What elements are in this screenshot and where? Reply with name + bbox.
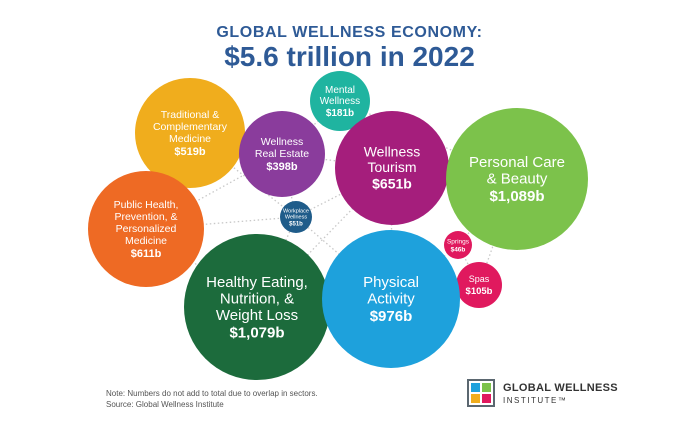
bubble-label: Activity bbox=[367, 291, 415, 308]
bubble-value: $51b bbox=[289, 222, 303, 228]
bubble-label: Personalized bbox=[116, 223, 177, 235]
bubble-label: Wellness bbox=[261, 136, 303, 148]
chart-source: Source: Global Wellness Institute bbox=[106, 400, 224, 409]
bubble-label: Wellness bbox=[364, 144, 421, 160]
sector-bubble: Healthy Eating,Nutrition, &Weight Loss$1… bbox=[184, 234, 330, 380]
bubble-value: $398b bbox=[266, 161, 297, 173]
sector-bubble: Spas $105b bbox=[456, 262, 502, 308]
bubble-circle bbox=[456, 262, 502, 308]
bubble-label: Traditional & bbox=[161, 109, 220, 121]
bubble-value: $519b bbox=[174, 146, 205, 158]
bubble-label: Wellness bbox=[285, 214, 307, 220]
bubble-label: Weight Loss bbox=[216, 307, 298, 324]
bubble-value: $1,089b bbox=[489, 188, 544, 205]
chart-title-line2: $5.6 trillion in 2022 bbox=[224, 41, 475, 72]
connector-line bbox=[189, 132, 297, 218]
bubble-label: Nutrition, & bbox=[220, 290, 294, 307]
bubble-circle bbox=[239, 111, 325, 197]
bubble-label: Complementary bbox=[153, 121, 228, 133]
bubble-label: Spas bbox=[469, 274, 490, 284]
bubble-value: $651b bbox=[372, 176, 412, 192]
bubble-value: $611b bbox=[131, 248, 162, 260]
bubble-label: Public Health, bbox=[114, 199, 179, 211]
bubble-circle bbox=[184, 234, 330, 380]
brand-name: GLOBAL WELLNESS bbox=[503, 382, 618, 394]
bubble-circle bbox=[446, 108, 588, 250]
bubble-circle bbox=[444, 231, 472, 259]
bubble-label: Physical bbox=[363, 274, 419, 291]
bubble-value: $976b bbox=[370, 308, 413, 325]
bubble-label: Workplace bbox=[283, 208, 309, 214]
bubble-label: Wellness bbox=[320, 96, 360, 107]
bubble-label: Medicine bbox=[169, 133, 211, 145]
bubble-label: Mental bbox=[325, 85, 355, 96]
bubble-value: $1,079b bbox=[229, 324, 284, 341]
bubble-circle bbox=[335, 111, 449, 225]
bubble-label: Personal Care bbox=[469, 154, 565, 171]
bubble-label: Springs bbox=[447, 238, 470, 245]
bubble-circle bbox=[310, 71, 370, 131]
bubble-circle bbox=[135, 78, 245, 188]
bubble-label: Tourism bbox=[367, 159, 416, 175]
bubble-label: Medicine bbox=[125, 235, 167, 247]
chart-note: Note: Numbers do not add to total due to… bbox=[106, 389, 318, 398]
bubble-circle bbox=[322, 230, 460, 368]
bubble-value: $46b bbox=[451, 246, 466, 253]
bubble-label: Prevention, & bbox=[114, 211, 177, 223]
bubble-circle bbox=[280, 201, 312, 233]
sector-bubble: Springs$46b bbox=[444, 231, 472, 259]
sector-bubble: Public Health,Prevention, &PersonalizedM… bbox=[88, 171, 204, 287]
brand-subtitle: INSTITUTE™ bbox=[503, 396, 568, 405]
bubble-value: $181b bbox=[326, 108, 354, 119]
bubble-circle bbox=[88, 171, 204, 287]
bubble-label: Healthy Eating, bbox=[206, 274, 308, 291]
bubble-value: $105b bbox=[466, 286, 493, 297]
gwi-logo-icon bbox=[467, 379, 495, 407]
chart-title-line1: GLOBAL WELLNESS ECONOMY: bbox=[216, 24, 483, 41]
sector-bubble: Personal Care& Beauty$1,089b bbox=[446, 108, 588, 250]
bubble-label: Real Estate bbox=[255, 148, 309, 160]
bubble-label: & Beauty bbox=[487, 171, 548, 188]
